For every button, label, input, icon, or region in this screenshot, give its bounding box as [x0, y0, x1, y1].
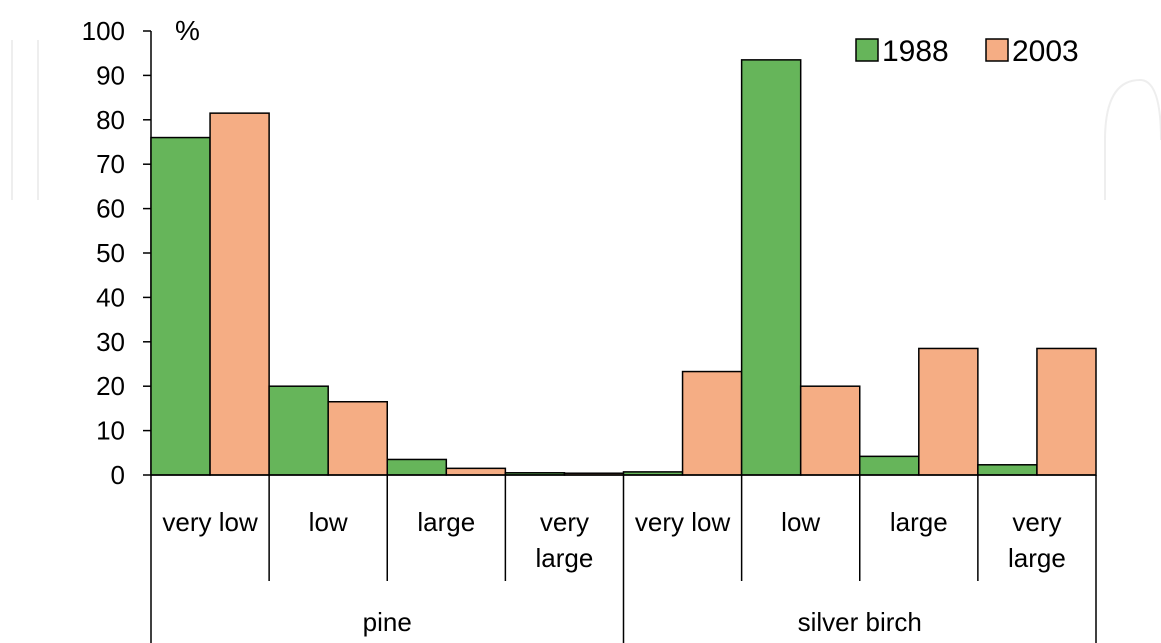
y-tick-label: 90: [96, 60, 125, 90]
x-axis: very low low large very large pine very low low…: [150, 474, 1097, 643]
bars: [150, 59, 1097, 476]
category-label: very large: [1008, 507, 1066, 573]
category-label: very large: [536, 507, 594, 573]
bar-1988: [740, 59, 802, 476]
group-label: silver birch: [798, 607, 922, 637]
bar-2003: [327, 400, 389, 476]
y-tick-label: 0: [111, 460, 125, 490]
legend-label: 1988: [882, 35, 949, 68]
y-tick-label: 70: [96, 149, 125, 179]
y-tick-label: 10: [96, 416, 125, 446]
bar-2003: [209, 112, 270, 476]
y-tick-label: 30: [96, 327, 125, 357]
y-tick-label: 60: [96, 194, 125, 224]
category-label: low: [781, 507, 820, 537]
bar-1988: [977, 464, 1038, 476]
legend-swatch: [855, 38, 879, 62]
legend-swatch: [985, 38, 1009, 62]
bar-1988: [386, 458, 448, 476]
category-label: large: [890, 507, 948, 537]
y-tick-label: 40: [96, 282, 125, 312]
group-label: pine: [363, 607, 412, 637]
bar-1988: [150, 136, 211, 476]
y-tick-label: 80: [96, 105, 125, 135]
y-tick-label: 50: [96, 238, 125, 268]
legend-label: 2003: [1012, 35, 1079, 68]
background-watermark: [11, 40, 1161, 200]
category-label: very low: [635, 507, 731, 537]
bar-1988: [268, 385, 329, 476]
y-tick-label: 100: [82, 16, 125, 46]
legend: 1988 2003: [855, 35, 1079, 68]
bar-2003: [445, 467, 507, 476]
category-label: low: [309, 507, 348, 537]
y-unit-label: %: [175, 15, 200, 46]
bar-2003: [1036, 347, 1097, 476]
bar-2003: [799, 385, 861, 476]
bar-2003: [918, 347, 979, 476]
bar-2003: [681, 370, 743, 476]
category-label: large: [417, 507, 475, 537]
bar-1988: [859, 455, 920, 476]
y-axis: 0 10 20 30 40 50 60 70 80 90 100: [82, 16, 152, 490]
category-label: very low: [162, 507, 258, 537]
y-tick-label: 20: [96, 371, 125, 401]
